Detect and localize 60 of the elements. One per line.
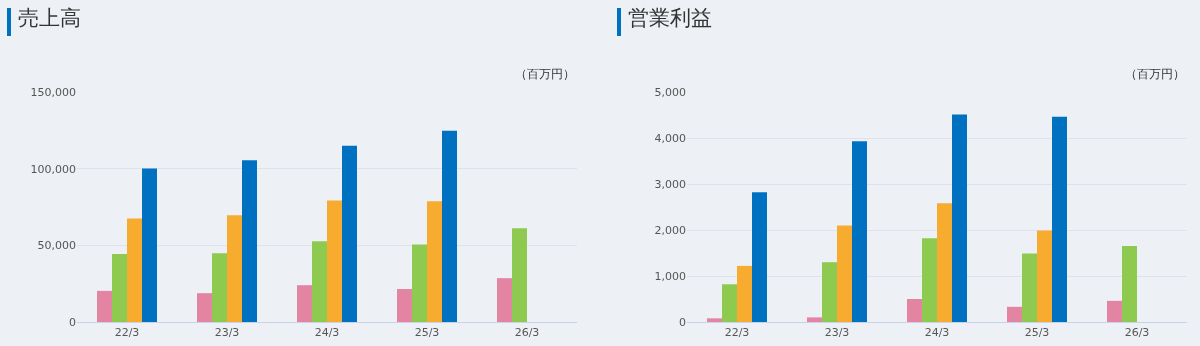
bar [142,168,157,322]
bar [227,215,242,322]
chart-title: 営業利益 [627,6,712,31]
bar [707,318,722,322]
y-tick-label: 1,000 [654,269,686,283]
x-tick-label: 23/3 [214,326,240,340]
y-tick-label: 100,000 [30,162,76,176]
text: （百万円） [515,67,575,81]
bar [737,265,752,322]
bar [1022,253,1037,322]
y-tick-label: 150,000 [30,85,76,99]
y-tick-label: 50,000 [37,239,76,253]
bar [127,218,142,322]
bar [512,228,527,322]
bar [752,192,767,322]
bar [427,201,442,322]
y-tick-label: 0 [69,315,76,329]
bar [807,317,822,322]
x-tick-label: 24/3 [314,326,340,340]
bar [952,114,967,322]
bar [852,141,867,322]
chart-title: 売上高 [17,6,81,31]
bar [312,241,327,322]
bar [722,284,737,322]
y-tick-label: 2,000 [654,223,686,237]
x-tick-label: 25/3 [1024,326,1050,340]
bar [907,299,922,322]
text: （百万円） [1125,67,1185,81]
x-tick-label: 25/3 [414,326,440,340]
x-tick-label: 23/3 [824,326,850,340]
bar [1037,230,1052,322]
bar [822,262,837,322]
bar [922,238,937,322]
bar [1122,246,1137,322]
bar [212,253,227,322]
y-tick-label: 4,000 [654,131,686,145]
bar [97,290,112,322]
bar [297,285,312,322]
y-tick-label: 0 [679,315,686,329]
x-tick-label: 26/3 [514,326,540,340]
x-tick-label: 24/3 [924,326,950,340]
bar [327,200,342,322]
x-tick-label: 22/3 [114,326,140,340]
bar [937,203,952,322]
bar [112,254,127,322]
bar [412,244,427,322]
y-tick-label: 5,000 [654,85,686,99]
bar [497,278,512,322]
x-tick-label: 22/3 [724,326,750,340]
bar [1107,300,1122,322]
bar [342,145,357,322]
bar [397,289,412,322]
x-tick-label: 26/3 [1124,326,1150,340]
bar [442,130,457,322]
bar [1052,116,1067,322]
bar [1007,306,1022,322]
bar [837,225,852,322]
bar [242,160,257,322]
bar [197,293,212,322]
y-tick-label: 3,000 [654,177,686,191]
